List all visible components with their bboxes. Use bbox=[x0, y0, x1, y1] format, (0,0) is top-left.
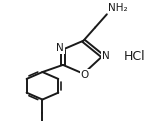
Text: O: O bbox=[81, 70, 89, 80]
Text: HCl: HCl bbox=[124, 50, 146, 63]
Text: NH₂: NH₂ bbox=[108, 3, 128, 13]
Text: N: N bbox=[101, 51, 109, 61]
Text: N: N bbox=[56, 43, 64, 53]
